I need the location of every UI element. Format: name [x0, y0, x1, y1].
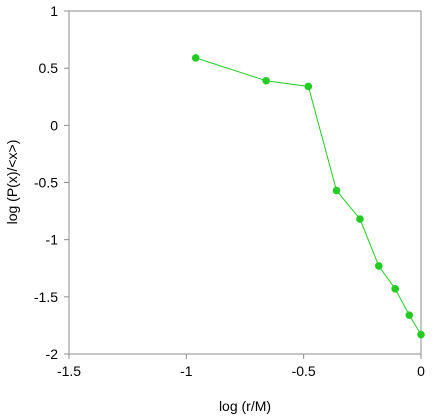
x-axis: -1.5 -1 -0.5 0 — [57, 354, 425, 379]
y-tick-label: -2 — [46, 346, 59, 362]
data-point — [391, 285, 399, 293]
x-axis-title: log (r/M) — [219, 398, 271, 414]
y-tick-label: 0.5 — [39, 60, 59, 76]
data-point — [304, 82, 313, 91]
y-axis-title: log (P(x)/<x>) — [4, 140, 20, 225]
x-tick-label: -0.5 — [292, 363, 316, 379]
data-point — [417, 330, 425, 339]
y-axis: 1 0.5 0 -0.5 -1 -1.5 -2 — [34, 3, 69, 362]
data-point — [405, 311, 414, 319]
data-point — [332, 186, 341, 195]
plot-area — [68, 10, 422, 355]
series-layer — [191, 54, 425, 339]
data-point — [356, 215, 364, 223]
x-tick-label: 0 — [417, 363, 425, 379]
data-point — [191, 54, 200, 62]
y-tick-label: -1 — [46, 232, 59, 248]
x-tick-label: -1.5 — [57, 363, 81, 379]
data-point — [374, 262, 383, 270]
x-tick-label: -1 — [180, 363, 193, 379]
y-tick-label: -0.5 — [34, 175, 58, 191]
data-point — [262, 76, 270, 85]
y-tick-label: 0 — [50, 117, 58, 133]
y-tick-label: 1 — [50, 3, 58, 19]
y-tick-label: -1.5 — [34, 289, 58, 305]
